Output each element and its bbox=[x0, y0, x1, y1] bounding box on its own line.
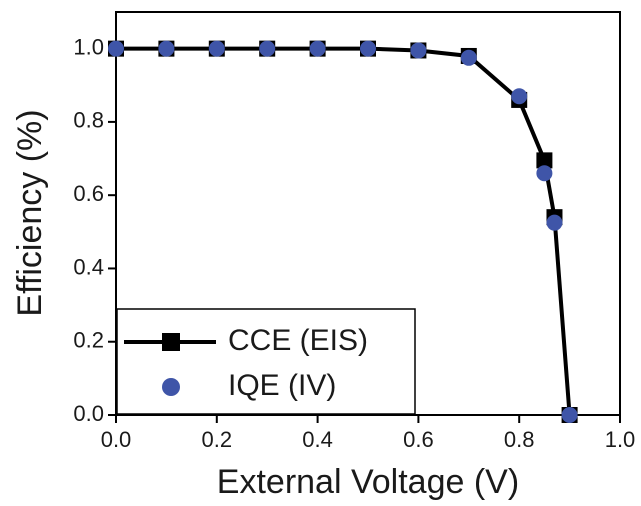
circle-marker bbox=[410, 42, 427, 59]
circle-marker bbox=[309, 40, 326, 57]
circle-marker bbox=[561, 407, 578, 423]
circle-marker bbox=[511, 88, 528, 105]
circle-marker bbox=[536, 165, 553, 182]
legend-label: CCE (EIS) bbox=[228, 324, 368, 357]
circle-marker bbox=[158, 40, 175, 57]
y-tick-label: 0.6 bbox=[73, 181, 104, 206]
y-tick-label: 0.2 bbox=[73, 328, 104, 353]
circle-marker bbox=[360, 40, 376, 57]
plot-frame bbox=[115, 11, 621, 416]
circle-marker bbox=[259, 40, 276, 57]
y-tick-label: 0.8 bbox=[73, 108, 104, 133]
x-tick-label: 1.0 bbox=[605, 427, 636, 452]
square-marker bbox=[536, 152, 553, 169]
circle-marker bbox=[546, 214, 563, 231]
x-tick-label: 0.2 bbox=[202, 427, 233, 452]
x-tick-label: 0.0 bbox=[101, 427, 132, 452]
x-tick-label: 0.6 bbox=[403, 427, 434, 452]
legend-label: IQE (IV) bbox=[228, 369, 336, 402]
legend-marker bbox=[162, 378, 180, 396]
y-tick-label: 0.0 bbox=[73, 401, 104, 426]
x-tick-label: 0.8 bbox=[504, 427, 535, 452]
y-tick-label: 0.4 bbox=[73, 254, 104, 279]
legend-box bbox=[116, 308, 416, 415]
circle-marker bbox=[208, 40, 225, 57]
y-axis-title: Efficiency (%) bbox=[11, 109, 49, 316]
circle-marker bbox=[108, 40, 124, 57]
y-tick-label: 1.0 bbox=[73, 34, 104, 59]
x-axis-title: External Voltage (V) bbox=[217, 463, 519, 501]
x-tick-label: 0.4 bbox=[302, 427, 333, 452]
circle-marker bbox=[460, 49, 477, 66]
legend-marker bbox=[162, 333, 180, 351]
